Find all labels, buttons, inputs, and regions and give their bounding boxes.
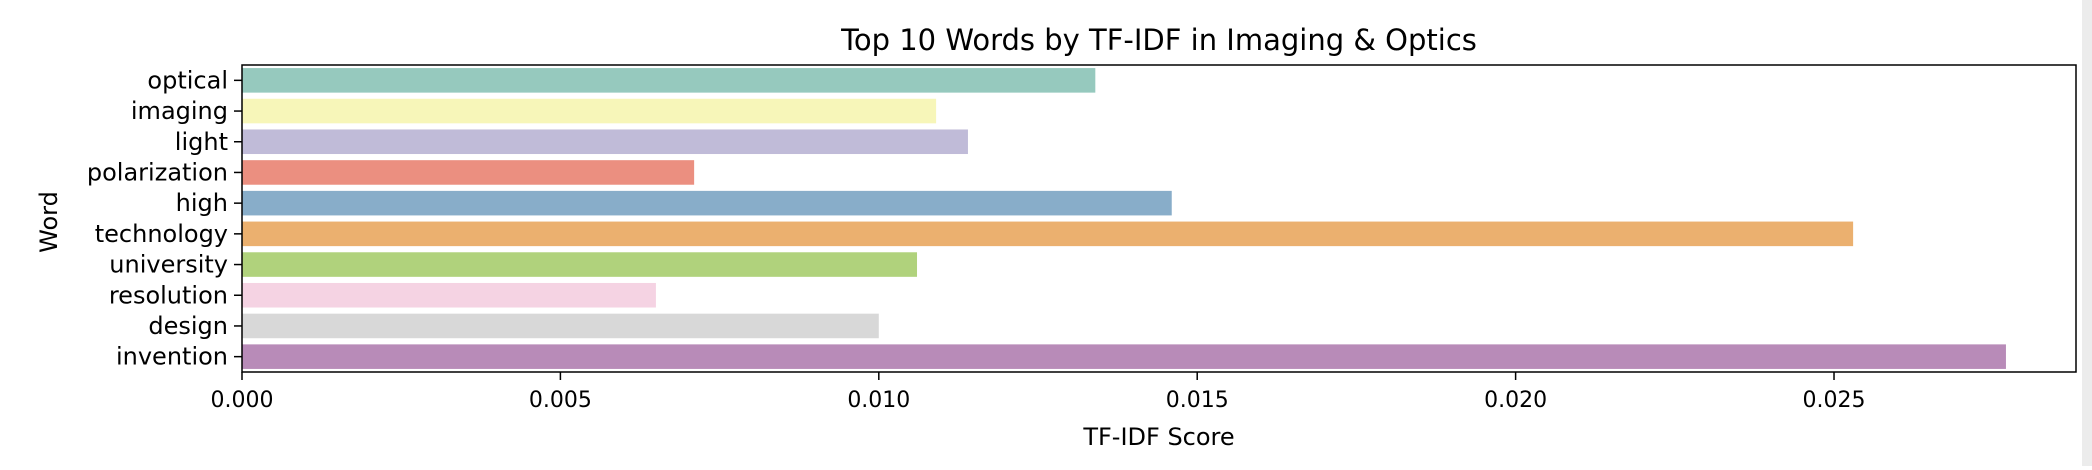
bar-invention — [242, 344, 2006, 369]
bar-imaging — [242, 98, 937, 124]
x-ticks-layer: 0.000 0.005 0.010 0.015 0.020 0.025 — [211, 372, 1866, 413]
bar-design — [242, 313, 879, 339]
chart-title: Top 10 Words by TF-IDF in Imaging & Opti… — [840, 23, 1477, 57]
bar-university — [242, 252, 918, 277]
x-tick-label: 0.000 — [211, 388, 274, 413]
x-tick-label: 0.025 — [1803, 388, 1866, 413]
bar-polarization — [242, 160, 695, 185]
bars-layer — [242, 68, 2006, 369]
x-axis-label: TF-IDF Score — [1082, 423, 1234, 451]
y-tick-label: university — [109, 251, 228, 279]
x-tick-label: 0.015 — [1166, 388, 1229, 413]
bar-technology — [242, 221, 1854, 247]
bar-resolution — [242, 282, 656, 308]
window-edge — [2082, 0, 2092, 466]
y-axis-label: Word — [35, 191, 63, 253]
x-tick-label: 0.010 — [847, 388, 910, 413]
bar-light — [242, 129, 968, 155]
bar-optical — [242, 68, 1096, 93]
x-tick-label: 0.020 — [1484, 388, 1547, 413]
x-tick-label: 0.005 — [529, 388, 592, 413]
y-tick-label: imaging — [131, 97, 228, 125]
plot-frame — [241, 64, 2077, 373]
y-tick-label: light — [175, 128, 228, 156]
bar-high — [242, 190, 1172, 216]
y-tick-label: polarization — [87, 158, 228, 186]
y-tick-label: invention — [116, 343, 228, 371]
y-tick-label: optical — [147, 66, 228, 94]
y-tick-label: resolution — [109, 281, 228, 309]
y-tick-label: high — [176, 189, 228, 217]
y-tick-label: technology — [95, 220, 228, 248]
y-tick-label: design — [148, 312, 228, 340]
